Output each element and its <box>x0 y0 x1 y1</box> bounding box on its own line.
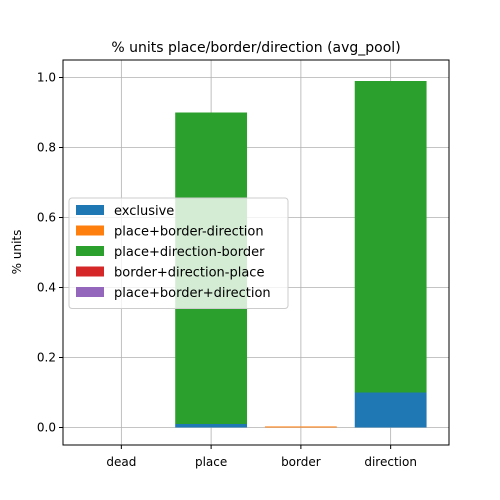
legend-label-place+direction-border: place+direction-border <box>114 245 265 260</box>
legend: exclusive place+border-direction place+dir… <box>68 197 289 309</box>
x-tick-label: direction <box>364 455 417 469</box>
x-tick-label: place <box>195 455 227 469</box>
x-tick-label: dead <box>106 455 136 469</box>
bar-place-exclusive <box>175 424 248 428</box>
x-tick-label: border <box>281 455 321 469</box>
legend-label-border+direction-place: border+direction-place <box>114 266 264 281</box>
y-tick-label: 0.6 <box>37 211 56 225</box>
axis-ticks: dead place border direction 0.0 0.2 0.4 0.6 0.8 1… <box>37 71 417 470</box>
y-axis-label: % units <box>10 230 24 275</box>
bar-border-place+border-direction <box>264 426 337 428</box>
legend-label-exclusive: exclusive <box>114 204 174 219</box>
legend-swatch-exclusive <box>76 205 104 215</box>
chart-title: % units place/border/direction (avg_pool… <box>111 40 400 56</box>
legend-swatch-place+direction-border <box>76 246 104 256</box>
legend-swatch-place+border-direction <box>76 225 104 236</box>
y-tick-label: 0.2 <box>37 351 56 365</box>
plot-frame <box>62 59 450 446</box>
legend-label-place+border-direction: place+border-direction <box>114 225 264 240</box>
legend-label-place+border+direction: place+border+direction <box>114 286 271 301</box>
bar-direction-exclusive <box>354 392 427 428</box>
y-tick-label: 0.0 <box>37 421 56 435</box>
legend-frame <box>68 197 289 309</box>
bar-direction-place+direction-border <box>354 81 427 393</box>
legend-swatch-border+direction-place <box>76 266 104 277</box>
legend-swatch-place+border+direction <box>76 287 104 297</box>
y-tick-label: 1.0 <box>37 71 56 85</box>
y-tick-label: 0.4 <box>37 281 56 295</box>
y-tick-label: 0.8 <box>37 141 56 155</box>
